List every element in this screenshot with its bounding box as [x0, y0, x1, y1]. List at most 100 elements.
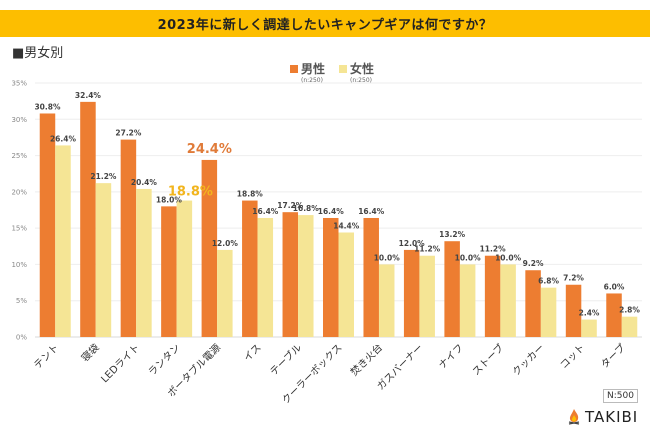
bar-male: [363, 217, 379, 337]
highlight-value-label: 18.8%: [168, 185, 213, 200]
bar-female: [298, 215, 314, 337]
brand-logo: TAKIBI: [567, 408, 638, 426]
value-label: 20.4%: [131, 178, 158, 187]
legend-item-female: 女性 (n:250): [339, 60, 374, 84]
x-tick-label: テーブル: [267, 341, 304, 378]
legend-label-female: 女性: [350, 62, 375, 76]
legend-item-male: 男性 (n:250): [290, 60, 325, 84]
y-tick-label: 15%: [11, 225, 27, 233]
bar-male: [565, 284, 582, 337]
value-label: 32.4%: [75, 91, 102, 100]
value-label: 16.8%: [293, 204, 320, 213]
value-label: 14.4%: [333, 221, 360, 230]
bar-male: [282, 212, 299, 337]
x-tick-label: イス: [242, 342, 264, 364]
value-label: 18.0%: [156, 195, 183, 204]
y-tick-label: 10%: [11, 261, 27, 269]
highlight-value-label: 24.4%: [187, 142, 232, 157]
bar-male: [242, 200, 258, 337]
chart-title: 2023年に新しく調達したいキャンプギアは何ですか？: [157, 18, 493, 33]
x-tick-label: ストーブ: [469, 341, 506, 378]
x-tick-label: タープ: [599, 342, 628, 371]
y-tick-label: 20%: [11, 188, 27, 196]
value-label: 12.0%: [399, 239, 426, 248]
value-labels: 30.8% 26.4% 32.4% 21.2% 27.2% 20.4% 18.0%18.8%…: [34, 91, 640, 318]
bar-female: [459, 264, 476, 337]
value-label: 16.4%: [358, 207, 385, 216]
bar-female: [136, 188, 152, 337]
legend-n-male: (n:250): [301, 77, 323, 84]
bar-female: [378, 264, 395, 337]
legend-n-female: (n:250): [350, 77, 372, 84]
title-bar: 2023年に新しく調達したいキャンプギアは何ですか？: [0, 10, 650, 37]
bar-male: [80, 101, 96, 338]
value-label: 13.2%: [439, 230, 466, 239]
x-tick-label: クッカー: [510, 342, 547, 379]
y-tick-label: 5%: [16, 297, 27, 305]
x-tick-label: テント: [32, 342, 61, 371]
value-label: 16.4%: [318, 207, 345, 216]
value-label: 30.8%: [34, 102, 61, 111]
value-label: 2.4%: [579, 309, 600, 318]
bar-male: [120, 139, 137, 337]
value-label: 2.8%: [619, 306, 640, 315]
legend: 男性 (n:250) 女性 (n:250): [290, 60, 374, 84]
bars: [39, 101, 638, 338]
bar-female: [581, 319, 597, 337]
subtitle: ■男女別: [12, 46, 64, 61]
bar-female: [55, 145, 71, 337]
y-axis-ticks: 0% 5% 10% 15% 20% 25% 30% 35%: [11, 80, 27, 342]
value-label: 16.4%: [252, 207, 279, 216]
bar-male: [39, 113, 56, 337]
y-tick-label: 0%: [16, 334, 27, 342]
bar-female: [540, 287, 557, 337]
brand-name: TAKIBI: [585, 408, 639, 426]
value-label: 27.2%: [115, 129, 142, 138]
value-label: 11.2%: [480, 245, 507, 254]
campfire-icon: [568, 409, 580, 425]
bar-male: [323, 217, 339, 337]
legend-label-male: 男性: [301, 62, 326, 76]
bar-male: [161, 206, 177, 337]
x-tick-label: コット: [558, 342, 587, 371]
x-tick-label: 焚き火台: [348, 341, 385, 378]
value-label: 7.2%: [563, 274, 584, 283]
x-tick-label: 寝袋: [78, 341, 101, 364]
bar-male: [484, 255, 501, 337]
x-tick-label: LEDライト: [99, 342, 143, 386]
legend-swatch-male: [290, 64, 298, 73]
x-tick-label: ナイフ: [436, 342, 466, 372]
sample-size-box: N:500: [603, 389, 638, 403]
bar-male: [444, 241, 460, 337]
value-label: 9.2%: [523, 259, 544, 268]
bar-male: [606, 293, 622, 337]
value-label: 17.2%: [277, 201, 304, 210]
value-label: 6.8%: [538, 277, 559, 286]
bar-male: [403, 249, 420, 337]
value-label: 10.0%: [455, 253, 482, 262]
x-tick-label: ランタン: [146, 342, 183, 379]
bar-female: [257, 217, 274, 337]
bar-female: [500, 264, 516, 337]
value-label: 12.0%: [212, 239, 239, 248]
bar-female: [419, 255, 435, 337]
value-label: 26.4%: [50, 134, 77, 143]
bar-female: [95, 183, 112, 337]
y-tick-label: 35%: [11, 80, 27, 88]
legend-swatch-female: [339, 64, 348, 73]
y-tick-label: 30%: [11, 116, 27, 124]
value-label: 10.0%: [495, 253, 522, 262]
value-label: 6.0%: [604, 282, 625, 291]
value-label: 11.2%: [414, 245, 441, 254]
bar-female: [338, 232, 354, 337]
value-label: 10.0%: [374, 253, 401, 262]
y-tick-label: 25%: [11, 152, 27, 160]
bar-female: [217, 249, 233, 337]
value-label: 21.2%: [90, 172, 117, 181]
bar-female: [176, 200, 193, 337]
bar-male: [525, 270, 541, 337]
bar-female: [621, 316, 638, 337]
bar-male: [201, 159, 218, 337]
